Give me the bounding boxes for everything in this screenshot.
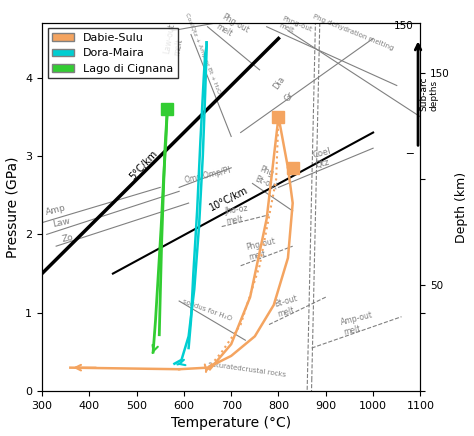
Text: Zo: Zo	[61, 233, 74, 244]
Text: ─: ─	[407, 148, 413, 158]
Text: Phg-out
melt: Phg-out melt	[215, 13, 250, 44]
Text: Dia: Dia	[272, 75, 287, 92]
Text: Gr: Gr	[283, 90, 296, 103]
Text: Phg-out
melt: Phg-out melt	[246, 237, 279, 262]
Text: Phg dehydration melting: Phg dehydration melting	[311, 14, 394, 51]
Text: 150: 150	[393, 21, 413, 31]
Text: Oms/Omp/Pl: Oms/Omp/Pl	[184, 166, 232, 185]
Text: Phg
Bt-out: Phg Bt-out	[254, 165, 283, 192]
Text: Jho-oz
melt: Jho-oz melt	[224, 204, 250, 226]
Text: Law-out
melt: Law-out melt	[163, 23, 187, 56]
Text: Phng-out
melt: Phng-out melt	[279, 16, 313, 40]
Text: Amp-out
melt: Amp-out melt	[340, 310, 377, 337]
Y-axis label: Depth (km): Depth (km)	[456, 171, 468, 242]
Text: saturatedcrustal rocks: saturatedcrustal rocks	[208, 361, 286, 378]
Text: Law: Law	[51, 216, 71, 228]
Text: solidus for H₂O: solidus for H₂O	[182, 298, 232, 322]
Legend: Dabie-Sulu, Dora-Maira, Lago di Cignana: Dabie-Sulu, Dora-Maira, Lago di Cignana	[47, 28, 178, 78]
Text: Sub-arc
depths: Sub-arc depths	[419, 76, 439, 111]
Y-axis label: Pressure (GPa): Pressure (GPa)	[6, 156, 19, 258]
Text: 5°C/km: 5°C/km	[127, 148, 159, 181]
Text: Bt-out
melt: Bt-out melt	[274, 293, 302, 319]
Text: Coel
Qtz: Coel Qtz	[311, 146, 335, 170]
Text: Amp: Amp	[45, 203, 66, 217]
Text: CoalQtz + Amp or Bt + H₂O: CoalQtz + Amp or Bt + H₂O	[184, 12, 221, 94]
X-axis label: Temperature (°C): Temperature (°C)	[171, 416, 291, 430]
Text: 10°C/km: 10°C/km	[208, 185, 250, 213]
